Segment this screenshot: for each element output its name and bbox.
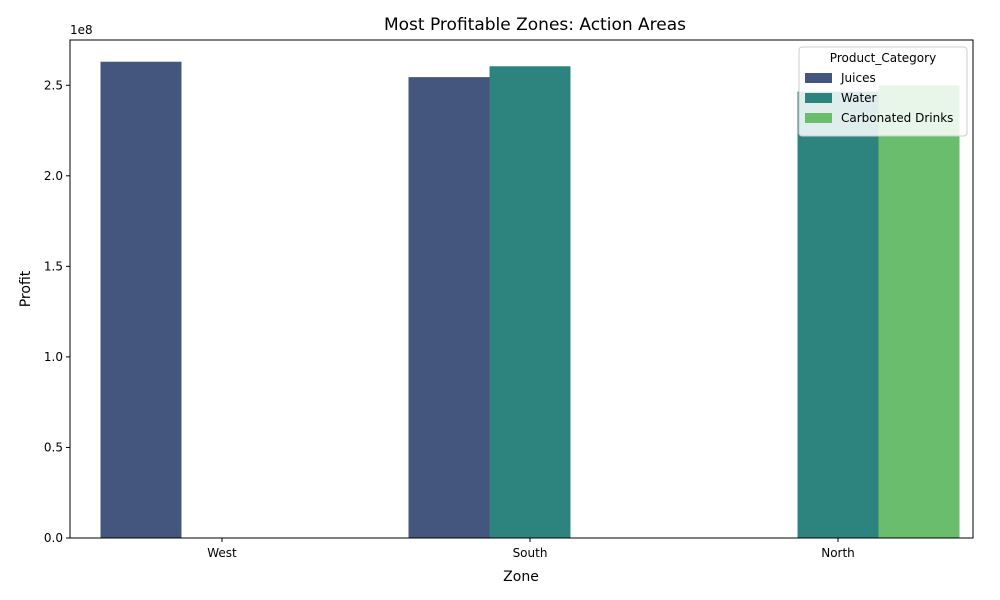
x-axis: West South North xyxy=(207,538,855,560)
legend-swatch-water xyxy=(805,93,832,103)
x-tick-label: West xyxy=(207,546,237,560)
y-tick-label: 1.5 xyxy=(44,259,63,273)
legend-label-juices: Juices xyxy=(840,71,876,85)
y-tick-label: 1.0 xyxy=(44,350,63,364)
y-tick-label: 0.0 xyxy=(44,531,63,545)
bars-group xyxy=(100,61,960,539)
y-tick-label: 0.5 xyxy=(44,440,63,454)
x-axis-label: Zone xyxy=(503,569,539,585)
legend: Product_Category Juices Water Carbonated D… xyxy=(798,46,968,137)
bar-carbonated-drinks-north xyxy=(878,85,960,538)
bar-juices-west xyxy=(100,61,182,539)
x-tick-label: North xyxy=(821,546,855,560)
chart-title: Most Profitable Zones: Action Areas xyxy=(384,15,686,35)
legend-label-water: Water xyxy=(841,91,877,105)
legend-swatch-carbonated-drinks xyxy=(805,113,832,123)
legend-box xyxy=(798,46,968,137)
y-axis: 0.0 0.5 1.0 1.5 2.0 2.5 xyxy=(44,78,70,545)
bar-water-north xyxy=(797,91,879,539)
legend-title: Product_Category xyxy=(830,51,936,65)
y-offset-label: 1e8 xyxy=(70,23,93,37)
y-tick-label: 2.5 xyxy=(44,78,63,92)
x-tick-label: South xyxy=(513,546,548,560)
legend-swatch-juices xyxy=(805,73,832,83)
y-axis-label: Profit xyxy=(18,270,34,307)
bar-water-south xyxy=(489,66,571,538)
legend-items: Juices Water Carbonated Drinks xyxy=(805,71,953,125)
y-tick-label: 2.0 xyxy=(44,169,63,183)
legend-label-carbonated-drinks: Carbonated Drinks xyxy=(841,111,953,125)
bar-juices-south xyxy=(408,77,490,539)
plot-frame xyxy=(69,39,974,539)
